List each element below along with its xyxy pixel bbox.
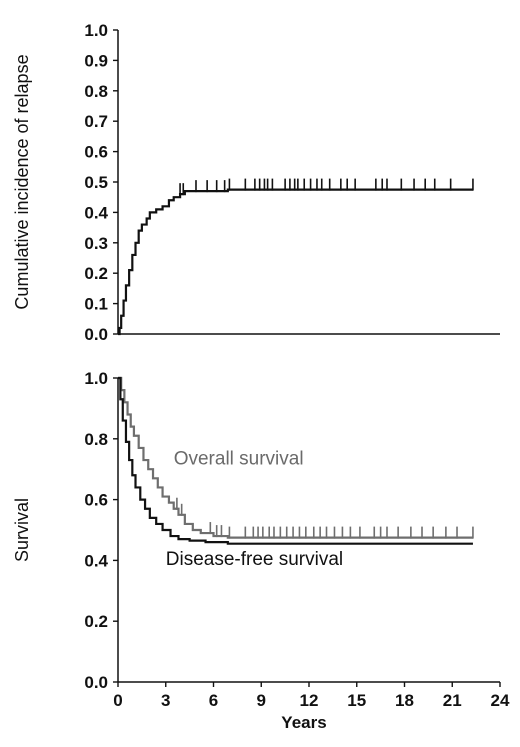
bot-ytick-label: 0.2	[84, 612, 108, 631]
bot-xtick-label: 21	[443, 691, 462, 710]
bot-xtick-label: 12	[300, 691, 319, 710]
bot-xtick-label: 6	[209, 691, 218, 710]
bot-xtick-label: 9	[257, 691, 266, 710]
top-ytick-label: 0.4	[84, 203, 108, 222]
bot-ytick-label: 0.0	[84, 673, 108, 692]
bot-ytick-label: 0.8	[84, 430, 108, 449]
top-ytick-label: 1.0	[84, 21, 108, 40]
x-axis-title: Years	[281, 713, 326, 732]
bot-xtick-label: 3	[161, 691, 170, 710]
disease-free-survival-line	[118, 376, 473, 545]
top-ytick-label: 0.0	[84, 325, 108, 344]
top-ytick-label: 0.1	[84, 295, 108, 314]
annotation-disease-free-survival: Disease-free survival	[166, 549, 343, 570]
bot-ytick-label: 1.0	[84, 369, 108, 388]
bot-ytick-label: 0.4	[84, 551, 108, 570]
bot-xtick-label: 18	[395, 691, 414, 710]
survival-panel: 0.0 0.2 0.4 0.6 0.8 1.0 0 3 6 9 12 15 18 21 24 Surviva…	[12, 369, 510, 732]
top-ytick-label: 0.6	[84, 143, 108, 162]
top-ytick-label: 0.8	[84, 82, 108, 101]
annotation-overall-survival: Overall survival	[174, 449, 304, 470]
relapse-panel: 0.0 0.1 0.2 0.3 0.4 0.5 0.6 0.7 0.8 0.9 1.0 Cumula…	[12, 21, 500, 344]
top-ytick-label: 0.5	[84, 173, 108, 192]
survival-y-axis-title: Survival	[12, 498, 32, 562]
relapse-y-axis-title: Cumulative incidence of relapse	[12, 54, 32, 309]
bot-xtick-label: 0	[113, 691, 122, 710]
relapse-line	[118, 188, 473, 336]
bot-xtick-label: 15	[347, 691, 366, 710]
survival-ticks-group: 0.0 0.2 0.4 0.6 0.8 1.0 0 3 6 9 12 15 18 21 24	[84, 369, 510, 710]
overall-survival-line	[118, 376, 473, 539]
top-ytick-label: 0.3	[84, 234, 108, 253]
relapse-ticks-group: 0.0 0.1 0.2 0.3 0.4 0.5 0.6 0.7 0.8 0.9 1.0	[84, 21, 118, 344]
top-ytick-label: 0.2	[84, 264, 108, 283]
survival-annotations-group: Overall survival Disease-free survival	[166, 449, 343, 570]
relapse-series-group	[118, 178, 474, 336]
bot-ytick-label: 0.6	[84, 491, 108, 510]
top-ytick-label: 0.9	[84, 51, 108, 70]
top-ytick-label: 0.7	[84, 112, 108, 131]
bot-xtick-label: 24	[491, 691, 510, 710]
survival-series-group	[118, 376, 474, 545]
